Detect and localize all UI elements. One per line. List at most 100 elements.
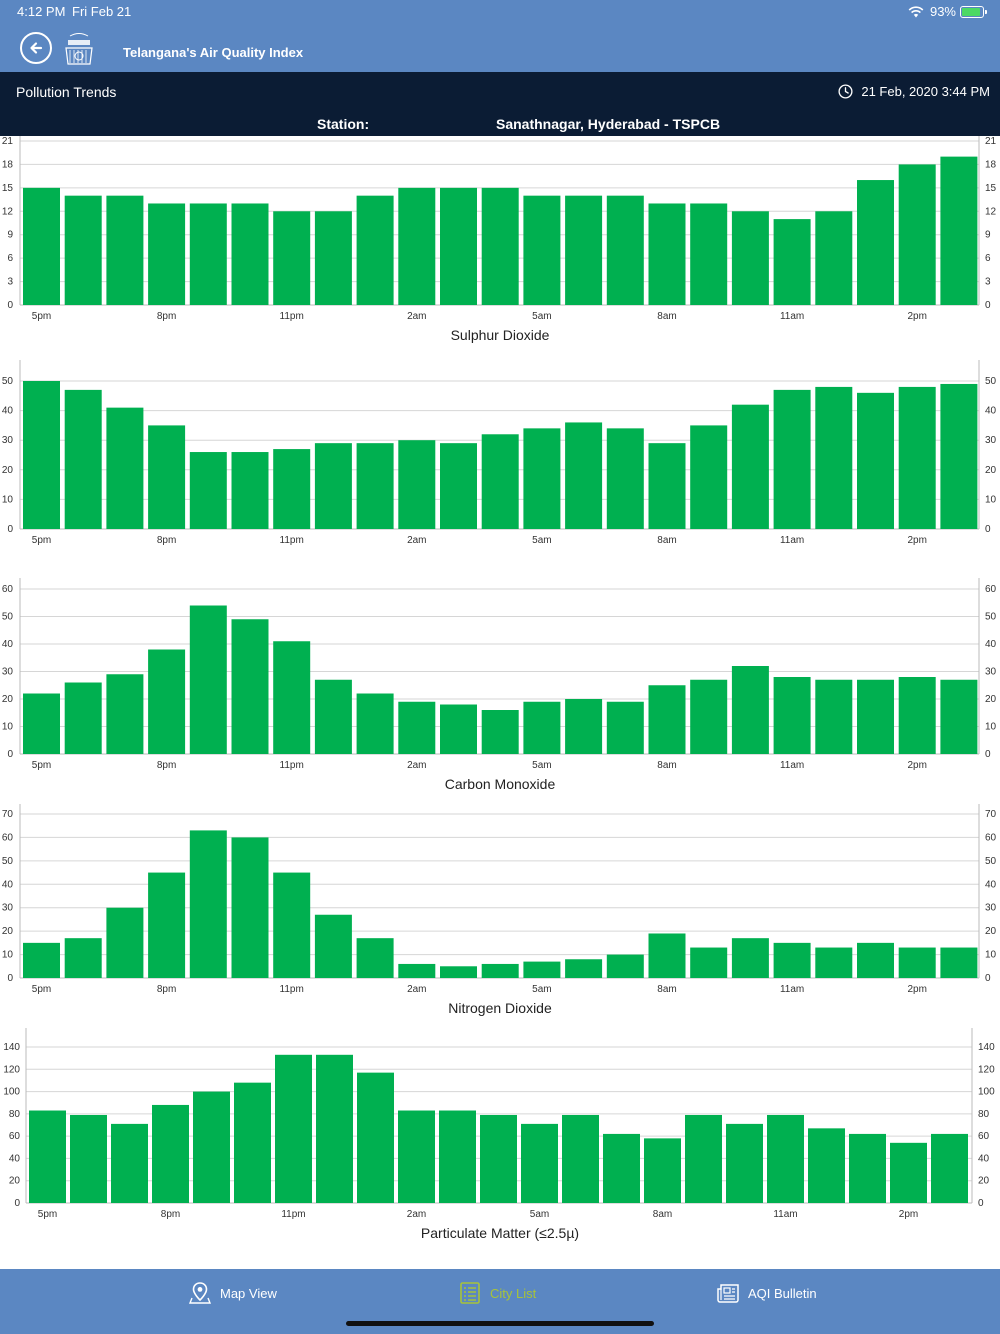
x-tick-label: 11am: [780, 984, 804, 995]
bar: [940, 383, 978, 529]
map-pin-icon: [188, 1282, 212, 1304]
bar: [356, 938, 394, 978]
y-tick-label-left: 21: [2, 136, 14, 147]
bar: [685, 1114, 722, 1203]
bar: [357, 1072, 394, 1203]
bar: [148, 425, 186, 529]
x-tick-label: 2pm: [899, 1209, 918, 1220]
bar: [481, 187, 519, 305]
list-icon: [460, 1282, 480, 1304]
bar: [857, 679, 894, 754]
bar: [111, 1123, 148, 1203]
x-tick-label: 8pm: [157, 760, 176, 771]
bar: [64, 195, 102, 305]
bar: [152, 1104, 189, 1203]
y-tick-label-right: 0: [985, 973, 991, 984]
bar: [565, 699, 603, 754]
y-tick-label-left: 50: [2, 612, 14, 623]
battery-percent: 93%: [929, 4, 956, 19]
y-tick-label-right: 21: [985, 136, 997, 147]
bar: [64, 389, 102, 529]
y-tick-label-left: 40: [9, 1153, 21, 1164]
bar: [29, 1110, 66, 1203]
y-tick-label-left: 70: [2, 809, 14, 820]
bar: [440, 443, 477, 529]
y-tick-label-right: 100: [978, 1087, 995, 1098]
bar: [231, 837, 269, 978]
x-tick-label: 2am: [407, 984, 426, 995]
bar: [106, 907, 144, 978]
y-tick-label-left: 10: [2, 950, 14, 961]
y-tick-label-right: 40: [985, 639, 997, 650]
x-tick-label: 2am: [407, 1209, 426, 1220]
bar: [562, 1114, 599, 1203]
bar: [606, 428, 644, 529]
bar: [521, 1123, 558, 1203]
y-tick-label-right: 60: [985, 584, 997, 595]
timestamp-text: 21 Feb, 2020 3:44 PM: [861, 84, 990, 99]
back-arrow-icon: [30, 42, 43, 54]
tab-map-view[interactable]: Map View: [188, 1281, 277, 1305]
x-tick-label: 8pm: [157, 535, 176, 546]
bar: [64, 682, 102, 754]
tab-aqi-bulletin-label: AQI Bulletin: [748, 1285, 817, 1301]
y-tick-label-right: 9: [985, 230, 991, 241]
bar: [189, 830, 227, 978]
particulate-matter-chart: 0 0 20 20 40 40 60 60 80 80 100 100 120 120 140 140 5pm 8…: [3, 1028, 995, 1241]
bar: [231, 452, 269, 529]
y-tick-label-right: 10: [985, 494, 997, 505]
page-titlebar: Pollution Trends 21 Feb, 2020 3:44 PM St…: [0, 72, 1000, 136]
newspaper-icon: [717, 1284, 739, 1303]
wifi-icon: [908, 5, 924, 17]
y-tick-label-right: 20: [985, 465, 997, 476]
battery-icon: [960, 5, 987, 18]
bar: [148, 203, 186, 305]
bar: [644, 1138, 681, 1203]
bar: [773, 219, 811, 305]
x-tick-label: 5pm: [38, 1209, 57, 1220]
carbon-monoxide-chart: 0 0 10 10 20 20 30 30 40 40 50 50 60 60 5pm 8pm 11pm 2am 5…: [2, 578, 997, 792]
y-tick-label-left: 60: [2, 832, 14, 843]
bar: [398, 701, 436, 754]
station-label: Station:: [317, 116, 370, 132]
y-tick-label-left: 15: [2, 183, 14, 194]
x-tick-label: 8am: [657, 311, 676, 322]
y-tick-label-left: 30: [2, 667, 14, 678]
bar: [314, 443, 352, 529]
x-tick-label: 11pm: [280, 535, 304, 546]
page-title: Pollution Trends: [16, 84, 117, 100]
tab-city-list[interactable]: City List: [458, 1281, 536, 1305]
bar: [857, 942, 894, 978]
y-tick-label-right: 12: [985, 206, 997, 217]
bar: [940, 156, 978, 305]
y-tick-label-right: 20: [985, 694, 997, 705]
x-tick-label: 5am: [532, 311, 551, 322]
bar: [931, 1133, 968, 1203]
x-tick-label: 2pm: [907, 984, 926, 995]
y-tick-label-left: 18: [2, 159, 14, 170]
bar: [481, 963, 519, 978]
bar: [273, 872, 311, 978]
y-tick-label-right: 30: [985, 667, 997, 678]
nitrogen-dioxide-chart: 0 0 10 10 20 20 30 30 40 40 50 50 60 60 70 70 5pm 8pm 11pm…: [2, 804, 997, 1016]
y-tick-label-left: 20: [2, 694, 14, 705]
tab-aqi-bulletin[interactable]: AQI Bulletin: [716, 1281, 817, 1305]
bar: [398, 187, 436, 305]
x-tick-label: 11pm: [280, 760, 304, 771]
status-time: 4:12 PM: [17, 4, 66, 19]
y-tick-label-left: 20: [2, 926, 14, 937]
bar: [940, 679, 978, 754]
x-tick-label: 11pm: [280, 311, 304, 322]
bar: [849, 1133, 886, 1203]
bar: [565, 422, 603, 529]
bar: [726, 1123, 763, 1203]
chart-title: Particulate Matter (≤2.5µ): [421, 1225, 579, 1241]
y-tick-label-left: 12: [2, 206, 14, 217]
back-button[interactable]: [20, 32, 52, 64]
bar: [815, 386, 853, 529]
bar: [523, 701, 561, 754]
x-tick-label: 5pm: [32, 311, 51, 322]
y-tick-label-left: 40: [2, 639, 14, 650]
bar: [690, 203, 728, 305]
bar: [565, 959, 603, 978]
